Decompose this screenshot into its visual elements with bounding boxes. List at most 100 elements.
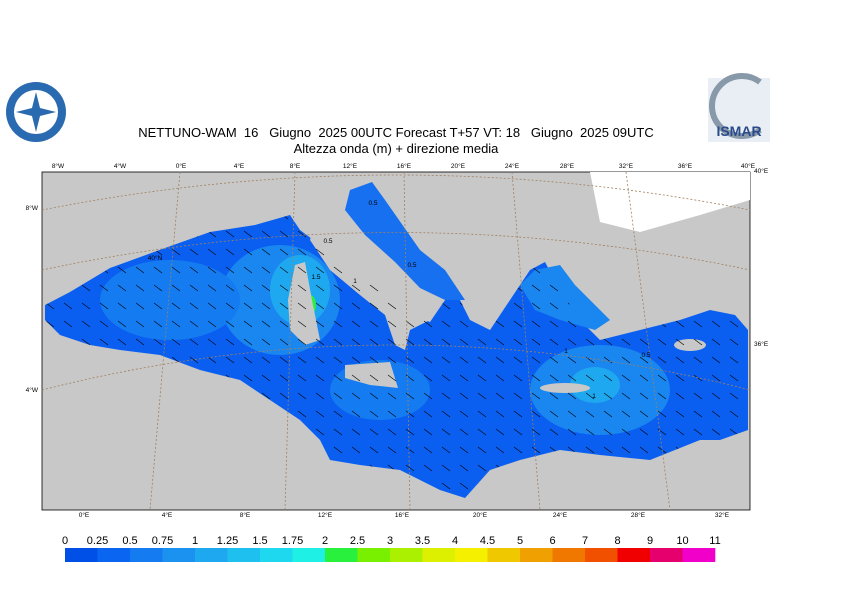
arrow [351, 338, 361, 346]
arrow [243, 248, 253, 256]
arrow [387, 392, 397, 400]
arrow [531, 338, 541, 346]
legend-swatch [455, 548, 488, 562]
lon-label: 0°E [176, 162, 187, 170]
contour-label: 0.5 [641, 352, 650, 359]
arrow [729, 356, 739, 364]
legend-label: 9 [647, 535, 653, 547]
arrow [441, 320, 451, 328]
legend-label: 8 [614, 535, 620, 547]
arrow [225, 266, 235, 274]
arrow [243, 338, 253, 346]
arrow [477, 428, 487, 436]
arrow [477, 392, 487, 400]
arrow [441, 482, 451, 490]
arrow [225, 320, 235, 328]
contour-label: 1 [353, 278, 357, 285]
arrow [549, 320, 559, 328]
lon-label: 20°E [473, 511, 488, 519]
arrow [531, 302, 541, 310]
arrow [549, 410, 559, 418]
arrow [729, 410, 739, 418]
arrow [675, 338, 685, 346]
logo-left [6, 82, 66, 142]
legend: 0 0.25 0.5 0.75 1 1.25 1.5 1.75 2 2.5 3 3.5 4 4.5 5 6 7 8… [62, 535, 721, 562]
arrow [315, 410, 325, 418]
arrow [279, 302, 289, 310]
arrow [513, 302, 523, 310]
arrow [243, 284, 253, 292]
legend-label: 11 [709, 535, 720, 547]
arrow [99, 284, 109, 292]
arrow [603, 356, 613, 364]
arrow [567, 428, 577, 436]
arrow [207, 266, 217, 274]
arrow [297, 338, 307, 346]
legend-label: 2.5 [350, 535, 365, 547]
arrow [441, 356, 451, 364]
arrow [315, 356, 325, 364]
arrow [171, 266, 181, 274]
contour-label: 0.5 [407, 262, 416, 269]
arrow [315, 392, 325, 400]
arrow [369, 302, 379, 310]
arrow [549, 338, 559, 346]
arrow [315, 320, 325, 328]
arrow [153, 266, 163, 274]
arrow [459, 428, 469, 436]
arrow [621, 446, 631, 454]
arrow [639, 446, 649, 454]
legend-swatch [227, 548, 261, 562]
legend-swatch [487, 548, 521, 562]
arrow [567, 356, 577, 364]
arrow [315, 374, 325, 382]
arrow [297, 302, 307, 310]
arrow [477, 446, 487, 454]
arrow [441, 446, 451, 454]
arrow [387, 428, 397, 436]
legend-swatch [65, 548, 98, 562]
arrow [207, 338, 217, 346]
lon-label: 0°E [79, 511, 90, 519]
arrow [423, 356, 433, 364]
arrow [99, 338, 109, 346]
lon-label: 8°E [240, 511, 251, 519]
aegean [520, 265, 610, 330]
graticule [41, 344, 751, 391]
arrow [423, 428, 433, 436]
arrow [405, 320, 415, 328]
arrow [261, 338, 271, 346]
arrow [243, 320, 253, 328]
arrow [99, 302, 109, 310]
arrow [549, 428, 559, 436]
legend-label: 7 [582, 535, 588, 547]
arrow [351, 392, 361, 400]
lon-label: 12°E [318, 511, 333, 519]
arrow [675, 410, 685, 418]
arrow [387, 338, 397, 346]
arrow [585, 428, 595, 436]
arrow [171, 356, 181, 364]
arrow [135, 266, 145, 274]
legend-label: 3.5 [415, 535, 430, 547]
arrow [423, 374, 433, 382]
legend-swatch [357, 548, 391, 562]
arrow [189, 266, 199, 274]
arrow [135, 284, 145, 292]
arrow [315, 266, 325, 274]
arrow [477, 356, 487, 364]
arrow [441, 464, 451, 472]
arrow [333, 266, 343, 274]
arrow [369, 284, 379, 292]
arrow [351, 356, 361, 364]
arrow [153, 284, 163, 292]
arrow [405, 392, 415, 400]
lat-label: 40°N [148, 254, 163, 262]
legend-label: 0.5 [122, 535, 137, 547]
arrow [279, 284, 289, 292]
arrow [279, 320, 289, 328]
arrow [369, 320, 379, 328]
arrow [729, 320, 739, 328]
arrow [423, 338, 433, 346]
legend-label: 1 [192, 535, 198, 547]
